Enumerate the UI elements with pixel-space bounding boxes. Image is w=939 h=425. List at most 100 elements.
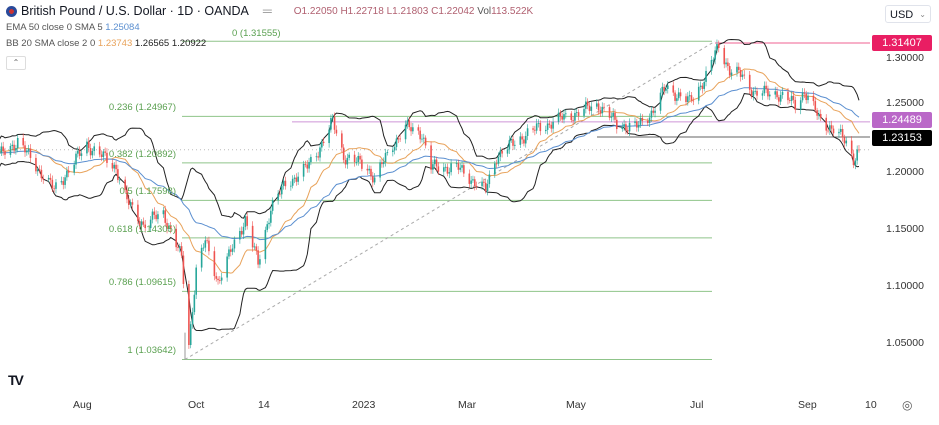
- candle: [164, 210, 167, 223]
- bb-legend[interactable]: BB 20 SMA close 2 0 1.23743 1.26565 1.20…: [6, 38, 206, 49]
- candle: [104, 151, 106, 153]
- candle: [468, 173, 471, 184]
- candle: [373, 177, 376, 183]
- minus-icon[interactable]: ═: [262, 4, 272, 18]
- high-value: H1.22718: [340, 5, 384, 17]
- candle: [47, 177, 50, 180]
- candle: [129, 202, 132, 205]
- candle: [508, 140, 511, 150]
- candle: [153, 211, 156, 215]
- candle: [623, 124, 625, 127]
- candle: [488, 174, 491, 185]
- settings-icon[interactable]: ◎: [902, 398, 913, 412]
- candle: [321, 141, 323, 148]
- candle: [776, 91, 778, 98]
- currency-selector[interactable]: USD ⌄: [885, 5, 931, 23]
- collapse-legend-button[interactable]: ⌃: [6, 56, 26, 70]
- symbol-title[interactable]: British Pound / U.S. Dollar · 1D · OANDA: [21, 4, 249, 18]
- price-tag: 1.24489: [872, 112, 932, 128]
- candle: [188, 283, 190, 346]
- candle: [858, 149, 860, 151]
- candle: [838, 131, 840, 134]
- candle: [750, 89, 753, 96]
- candle: [510, 138, 512, 141]
- candle: [268, 222, 270, 225]
- candle: [341, 133, 343, 148]
- candle: [49, 177, 52, 180]
- candle: [432, 164, 434, 170]
- candle: [128, 199, 130, 205]
- time-tick: Aug: [73, 399, 92, 411]
- candle: [648, 117, 651, 123]
- time-tick: 14: [258, 399, 270, 411]
- candle: [703, 81, 706, 89]
- candle: [11, 144, 14, 147]
- candle: [461, 165, 463, 168]
- candle: [335, 129, 338, 134]
- candle: [219, 280, 221, 281]
- candle: [67, 170, 70, 173]
- time-tick: Mar: [458, 399, 477, 411]
- candle: [384, 152, 387, 162]
- candle: [790, 95, 793, 101]
- candle: [818, 113, 820, 116]
- candle: [361, 159, 363, 169]
- candle: [357, 155, 360, 162]
- candle: [140, 221, 143, 226]
- candle: [807, 95, 809, 101]
- candle: [229, 249, 232, 252]
- candle: [370, 168, 372, 177]
- candle: [679, 92, 682, 97]
- candle: [829, 125, 831, 131]
- candle: [539, 122, 542, 132]
- candle: [206, 240, 208, 242]
- candle: [240, 231, 243, 235]
- candle: [239, 231, 241, 240]
- ema-legend[interactable]: EMA 50 close 0 SMA 5 1.25084: [6, 22, 140, 33]
- candle: [739, 70, 742, 77]
- candle: [435, 159, 438, 167]
- candle: [317, 156, 319, 158]
- candle: [66, 170, 68, 178]
- volume-label: Vol: [477, 5, 492, 17]
- candle: [178, 246, 181, 248]
- candle: [457, 163, 460, 170]
- candle: [392, 150, 394, 152]
- candle: [444, 166, 447, 168]
- candle: [220, 277, 223, 281]
- fib-level-label: 1 (1.03642): [127, 345, 176, 357]
- tradingview-logo[interactable]: TV: [8, 372, 24, 388]
- candle: [608, 107, 611, 118]
- candle: [319, 147, 321, 158]
- candle: [412, 127, 414, 132]
- candle: [399, 138, 401, 140]
- candle: [93, 146, 96, 151]
- candle: [279, 193, 281, 195]
- candle: [743, 74, 746, 76]
- candle: [663, 86, 665, 91]
- candle: [781, 91, 784, 95]
- ema-label: EMA 50 close 0 SMA 5: [6, 22, 103, 33]
- candle: [419, 130, 421, 140]
- candle: [379, 162, 381, 178]
- candle: [55, 182, 57, 189]
- candle: [595, 103, 598, 107]
- candle: [575, 112, 578, 114]
- candle: [244, 216, 247, 227]
- candle: [40, 169, 43, 179]
- candle: [741, 74, 744, 77]
- candle: [446, 166, 449, 174]
- candle: [685, 96, 687, 103]
- fib-level-label: 0.786 (1.09615): [108, 277, 176, 289]
- price-tick: 1.25000: [886, 97, 924, 109]
- candle: [495, 163, 498, 165]
- candle: [195, 267, 197, 295]
- bb-upper-band: [0, 38, 860, 219]
- candle: [830, 125, 833, 129]
- candle: [526, 128, 529, 137]
- candle: [577, 112, 580, 116]
- candle: [561, 116, 563, 120]
- fib-level-label: 0.236 (1.24967): [108, 102, 176, 114]
- candle: [819, 113, 822, 118]
